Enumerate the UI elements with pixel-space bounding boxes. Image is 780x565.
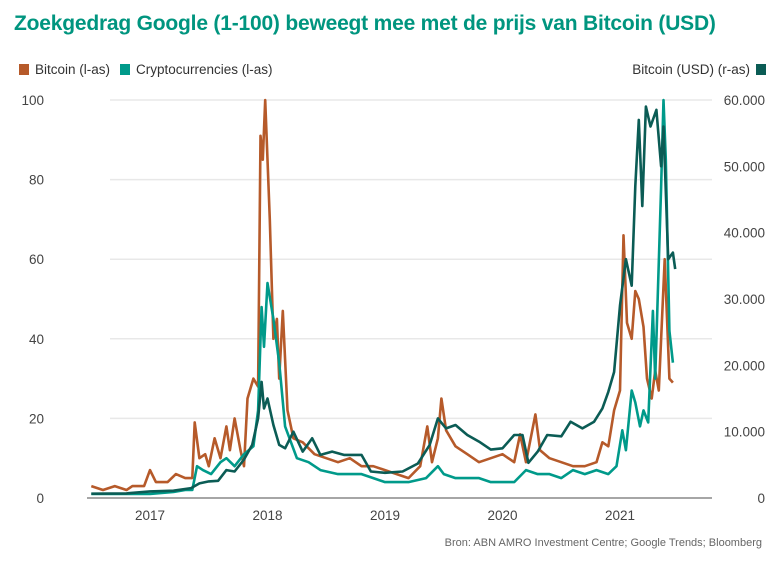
x-tick-label: 2020: [487, 508, 517, 523]
y-left-tick-label: 60: [29, 252, 44, 267]
y-right-tick-label: 0: [757, 491, 765, 506]
source-note: Bron: ABN AMRO Investment Centre; Google…: [444, 537, 762, 549]
legend-label-crypto: Cryptocurrencies (l-as): [136, 62, 273, 77]
y-left-tick-label: 80: [29, 173, 44, 188]
series-line-crypto-search: [91, 98, 675, 496]
legend-right: Bitcoin (USD) (r-as): [632, 62, 766, 77]
y-left-tick-label: 40: [29, 332, 44, 347]
legend-swatch-crypto: [120, 64, 131, 75]
x-tick-label: 2017: [135, 508, 165, 523]
legend-left: Bitcoin (l-as) Cryptocurrencies (l-as): [19, 62, 273, 77]
x-tick-label: 2018: [252, 508, 282, 523]
y-right-tick-label: 20.000: [724, 358, 765, 373]
y-left-tick-label: 0: [36, 491, 44, 506]
y-right-tick-label: 50.000: [724, 159, 765, 174]
y-left-tick-label: 100: [21, 93, 44, 108]
y-right-tick-label: 30.000: [724, 292, 765, 307]
series-line-bitcoin-search: [90, 98, 674, 492]
y-right-tick-label: 10.000: [724, 425, 765, 440]
chart-title: Zoekgedrag Google (1-100) beweegt mee me…: [14, 12, 716, 35]
y-right-tick-label: 60.000: [724, 93, 765, 108]
x-tick-label: 2021: [605, 508, 635, 523]
legend-swatch-btc-usd: [756, 64, 766, 75]
y-right-tick-label: 40.000: [724, 226, 765, 241]
series-line-bitcoin-usd: [91, 105, 677, 495]
x-tick-label: 2019: [370, 508, 400, 523]
y-left-tick-label: 20: [29, 411, 44, 426]
legend-label-bitcoin: Bitcoin (l-as): [35, 62, 111, 77]
legend-swatch-bitcoin: [19, 64, 29, 75]
legend-label-btc-usd: Bitcoin (USD) (r-as): [632, 62, 750, 77]
